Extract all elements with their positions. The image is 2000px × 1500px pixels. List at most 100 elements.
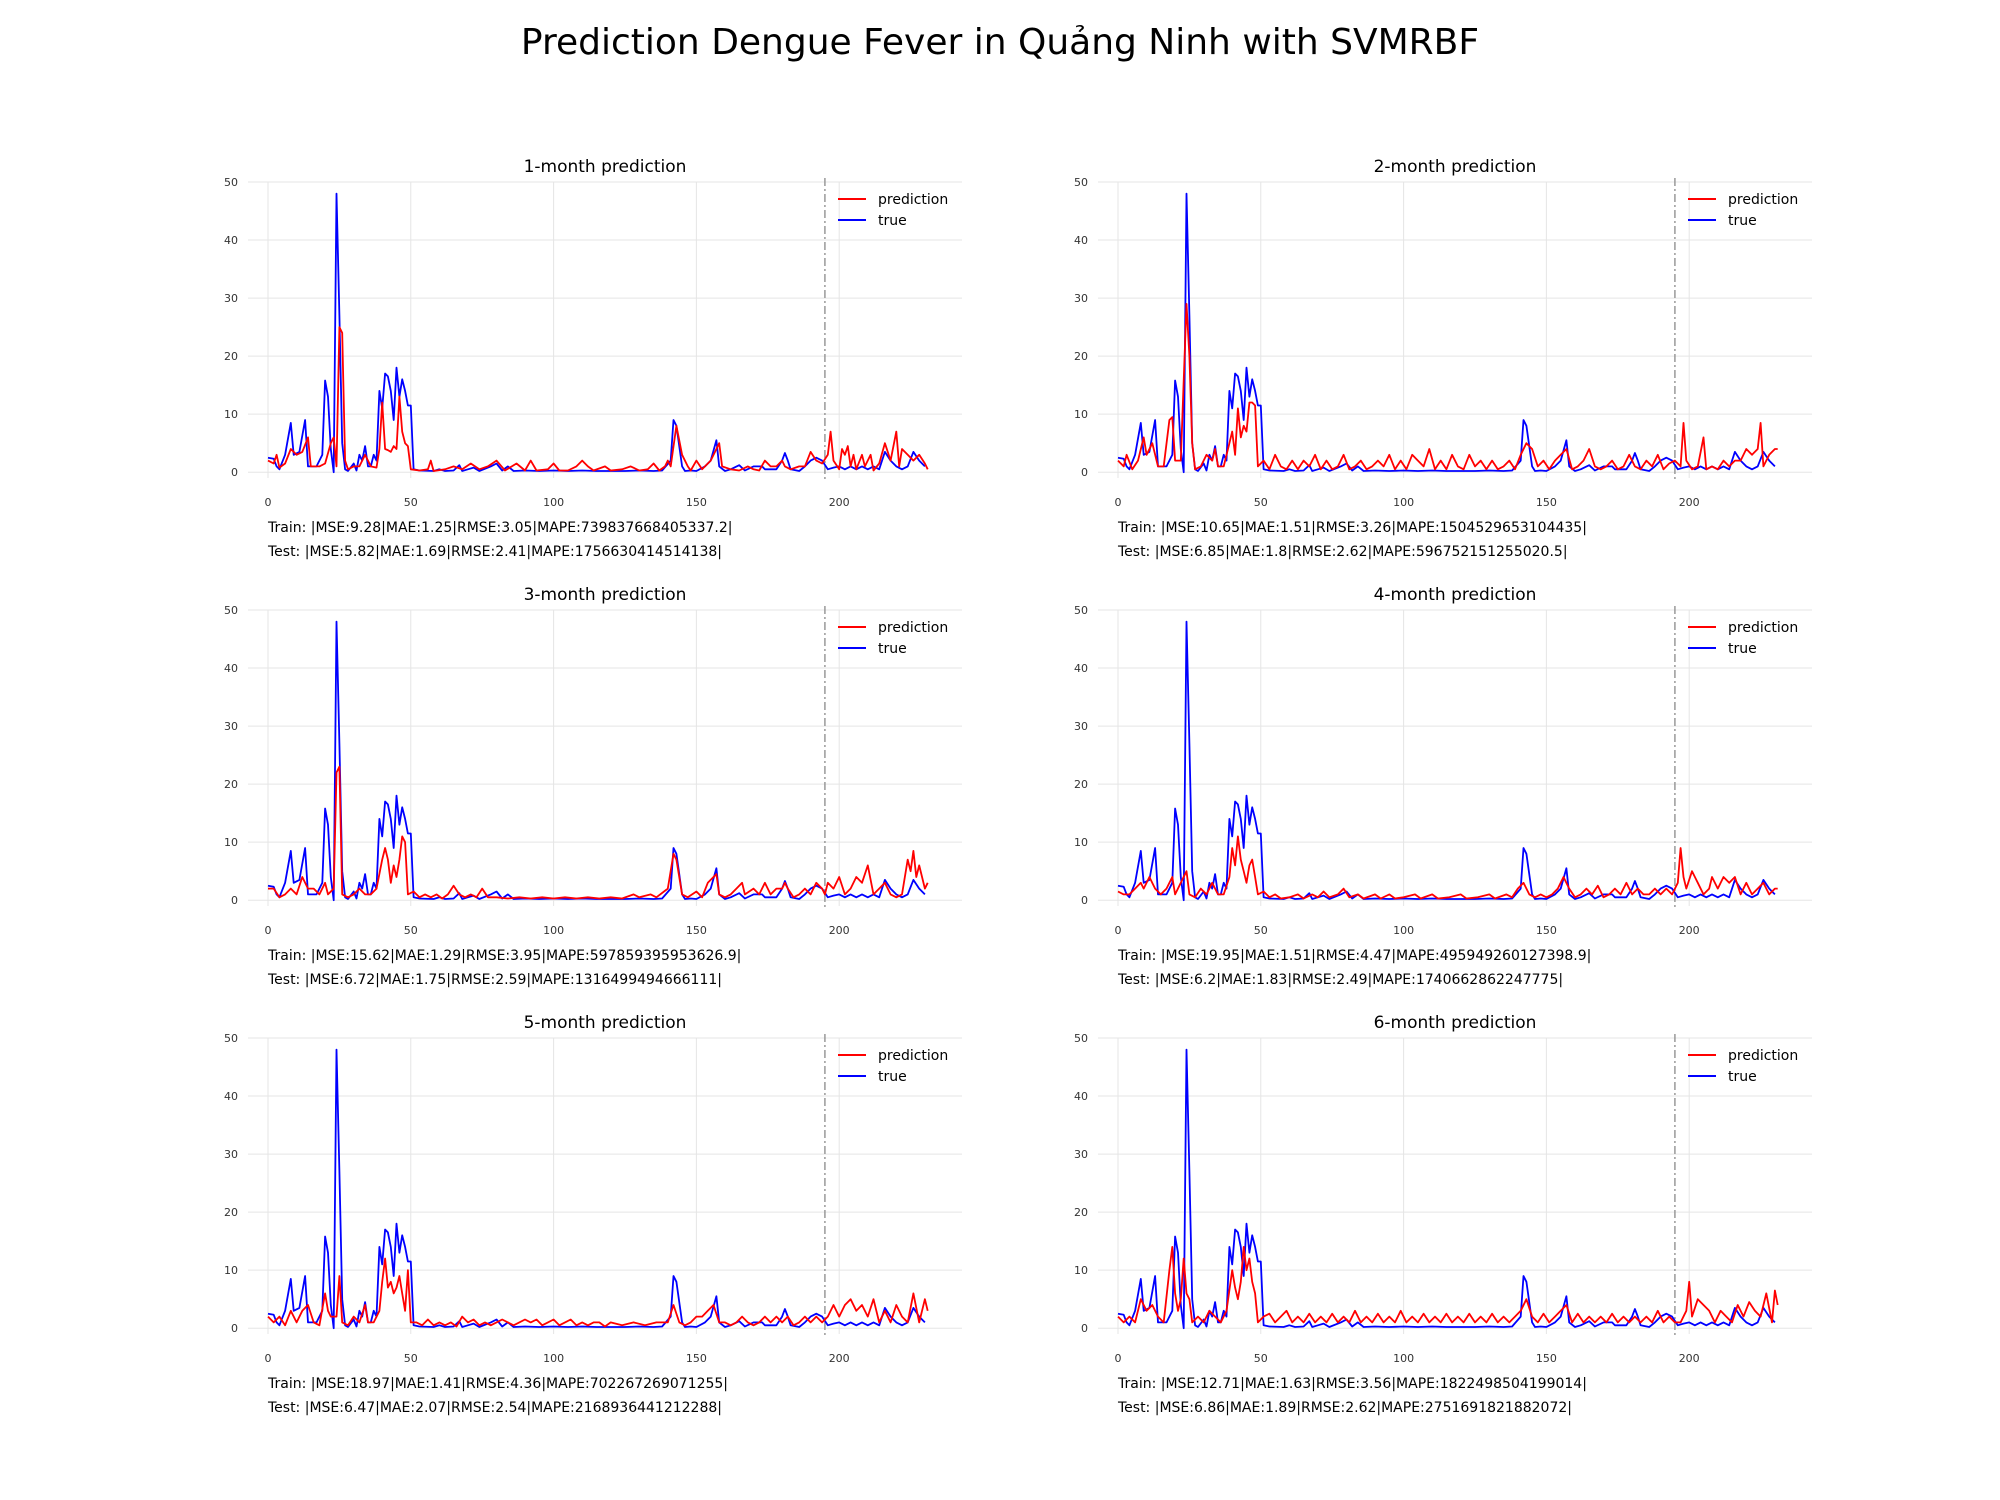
x-tick-label: 200 <box>829 924 850 937</box>
train-metrics: Train: |MSE:9.28|MAE:1.25|RMSE:3.05|MAPE… <box>267 520 733 536</box>
series-line-true <box>267 192 926 474</box>
y-tick-label: 10 <box>224 836 238 849</box>
x-tick-label: 100 <box>543 496 564 509</box>
figure-title: Prediction Dengue Fever in Quảng Ninh wi… <box>520 22 1480 63</box>
y-tick-label: 50 <box>1074 176 1088 189</box>
y-tick-label: 50 <box>1074 604 1088 617</box>
y-tick-label: 0 <box>231 1322 238 1335</box>
subplot-title: 3-month prediction <box>524 585 687 605</box>
y-tick-label: 40 <box>224 1090 238 1103</box>
y-tick-label: 50 <box>224 604 238 617</box>
y-tick-label: 40 <box>224 662 238 675</box>
x-tick-label: 150 <box>686 1352 707 1365</box>
y-tick-label: 30 <box>1074 292 1088 305</box>
x-tick-label: 50 <box>404 496 418 509</box>
series-line-true <box>1117 1048 1776 1330</box>
x-tick-label: 150 <box>1536 1352 1557 1365</box>
subplot-6: 0 10 20 30 40 50 0 50 100 150 200 6-month predictio… <box>1074 1013 1812 1416</box>
legend-label-true: true <box>1728 213 1757 229</box>
series-line-prediction <box>1117 835 1778 900</box>
y-tick-label: 30 <box>224 292 238 305</box>
y-tick-label: 20 <box>224 778 238 791</box>
y-tick-label: 20 <box>1074 778 1088 791</box>
x-tick-label: 0 <box>264 496 271 509</box>
y-tick-label: 10 <box>1074 836 1088 849</box>
y-tick-label: 0 <box>231 466 238 479</box>
legend-label-prediction: prediction <box>1728 192 1798 208</box>
test-metrics: Test: |MSE:6.72|MAE:1.75|RMSE:2.59|MAPE:… <box>267 972 722 988</box>
series-line-true <box>267 1048 926 1330</box>
y-tick-label: 10 <box>1074 408 1088 421</box>
train-metrics: Train: |MSE:18.97|MAE:1.41|RMSE:4.36|MAP… <box>267 1376 728 1392</box>
x-tick-label: 0 <box>264 924 271 937</box>
x-tick-label: 100 <box>1393 496 1414 509</box>
y-tick-label: 30 <box>224 1148 238 1161</box>
x-tick-label: 0 <box>1114 1352 1121 1365</box>
x-tick-label: 200 <box>829 1352 850 1365</box>
x-tick-label: 100 <box>543 924 564 937</box>
x-tick-label: 200 <box>1679 924 1700 937</box>
legend-label-prediction: prediction <box>878 620 948 636</box>
x-tick-label: 0 <box>1114 924 1121 937</box>
x-tick-label: 150 <box>686 924 707 937</box>
subplot-title: 5-month prediction <box>524 1013 687 1033</box>
x-tick-label: 0 <box>264 1352 271 1365</box>
y-tick-label: 10 <box>224 1264 238 1277</box>
legend-label-true: true <box>878 213 907 229</box>
series-line-prediction <box>267 326 929 472</box>
y-tick-label: 50 <box>1074 1032 1088 1045</box>
y-tick-label: 20 <box>1074 1206 1088 1219</box>
subplot-3: 0 10 20 30 40 50 0 50 100 150 200 3-month predictio… <box>224 585 962 988</box>
legend-label-true: true <box>878 1069 907 1085</box>
y-tick-label: 30 <box>1074 1148 1088 1161</box>
legend-label-prediction: prediction <box>878 1048 948 1064</box>
test-metrics: Test: |MSE:6.86|MAE:1.89|RMSE:2.62|MAPE:… <box>1117 1400 1572 1416</box>
legend-label-prediction: prediction <box>878 192 948 208</box>
x-tick-label: 150 <box>1536 924 1557 937</box>
y-tick-label: 50 <box>224 1032 238 1045</box>
x-tick-label: 150 <box>1536 496 1557 509</box>
subplot-title: 4-month prediction <box>1374 585 1537 605</box>
y-tick-label: 20 <box>1074 350 1088 363</box>
train-metrics: Train: |MSE:15.62|MAE:1.29|RMSE:3.95|MAP… <box>267 948 741 964</box>
x-tick-label: 200 <box>829 496 850 509</box>
y-tick-label: 10 <box>224 408 238 421</box>
y-tick-label: 30 <box>1074 720 1088 733</box>
y-tick-label: 30 <box>224 720 238 733</box>
y-tick-label: 40 <box>1074 234 1088 247</box>
y-tick-label: 0 <box>231 894 238 907</box>
subplot-title: 1-month prediction <box>524 157 687 177</box>
series-line-true <box>267 620 926 902</box>
series-line-prediction <box>267 1257 929 1328</box>
x-tick-label: 50 <box>404 1352 418 1365</box>
x-tick-label: 50 <box>404 924 418 937</box>
train-metrics: Train: |MSE:19.95|MAE:1.51|RMSE:4.47|MAP… <box>1117 948 1591 964</box>
series-line-prediction <box>1117 303 1778 471</box>
y-tick-label: 20 <box>224 1206 238 1219</box>
train-metrics: Train: |MSE:12.71|MAE:1.63|RMSE:3.56|MAP… <box>1117 1376 1587 1392</box>
x-tick-label: 50 <box>1254 924 1268 937</box>
test-metrics: Test: |MSE:6.47|MAE:2.07|RMSE:2.54|MAPE:… <box>267 1400 722 1416</box>
x-tick-label: 50 <box>1254 1352 1268 1365</box>
y-tick-label: 50 <box>224 176 238 189</box>
subplot-title: 2-month prediction <box>1374 157 1537 177</box>
x-tick-label: 0 <box>1114 496 1121 509</box>
legend-label-true: true <box>1728 1069 1757 1085</box>
legend-label-prediction: prediction <box>1728 620 1798 636</box>
legend-label-prediction: prediction <box>1728 1048 1798 1064</box>
series-line-prediction <box>268 765 929 900</box>
x-tick-label: 150 <box>686 496 707 509</box>
test-metrics: Test: |MSE:5.82|MAE:1.69|RMSE:2.41|MAPE:… <box>267 544 722 560</box>
x-tick-label: 200 <box>1679 496 1700 509</box>
y-tick-label: 20 <box>224 350 238 363</box>
legend-label-true: true <box>878 641 907 657</box>
y-tick-label: 0 <box>1081 894 1088 907</box>
y-tick-label: 0 <box>1081 466 1088 479</box>
subplot-1: 0 10 20 30 40 50 0 50 100 150 200 1-month predictio… <box>224 157 962 560</box>
series-line-true <box>1117 620 1776 902</box>
x-tick-label: 200 <box>1679 1352 1700 1365</box>
y-tick-label: 0 <box>1081 1322 1088 1335</box>
x-tick-label: 100 <box>1393 1352 1414 1365</box>
legend-label-true: true <box>1728 641 1757 657</box>
